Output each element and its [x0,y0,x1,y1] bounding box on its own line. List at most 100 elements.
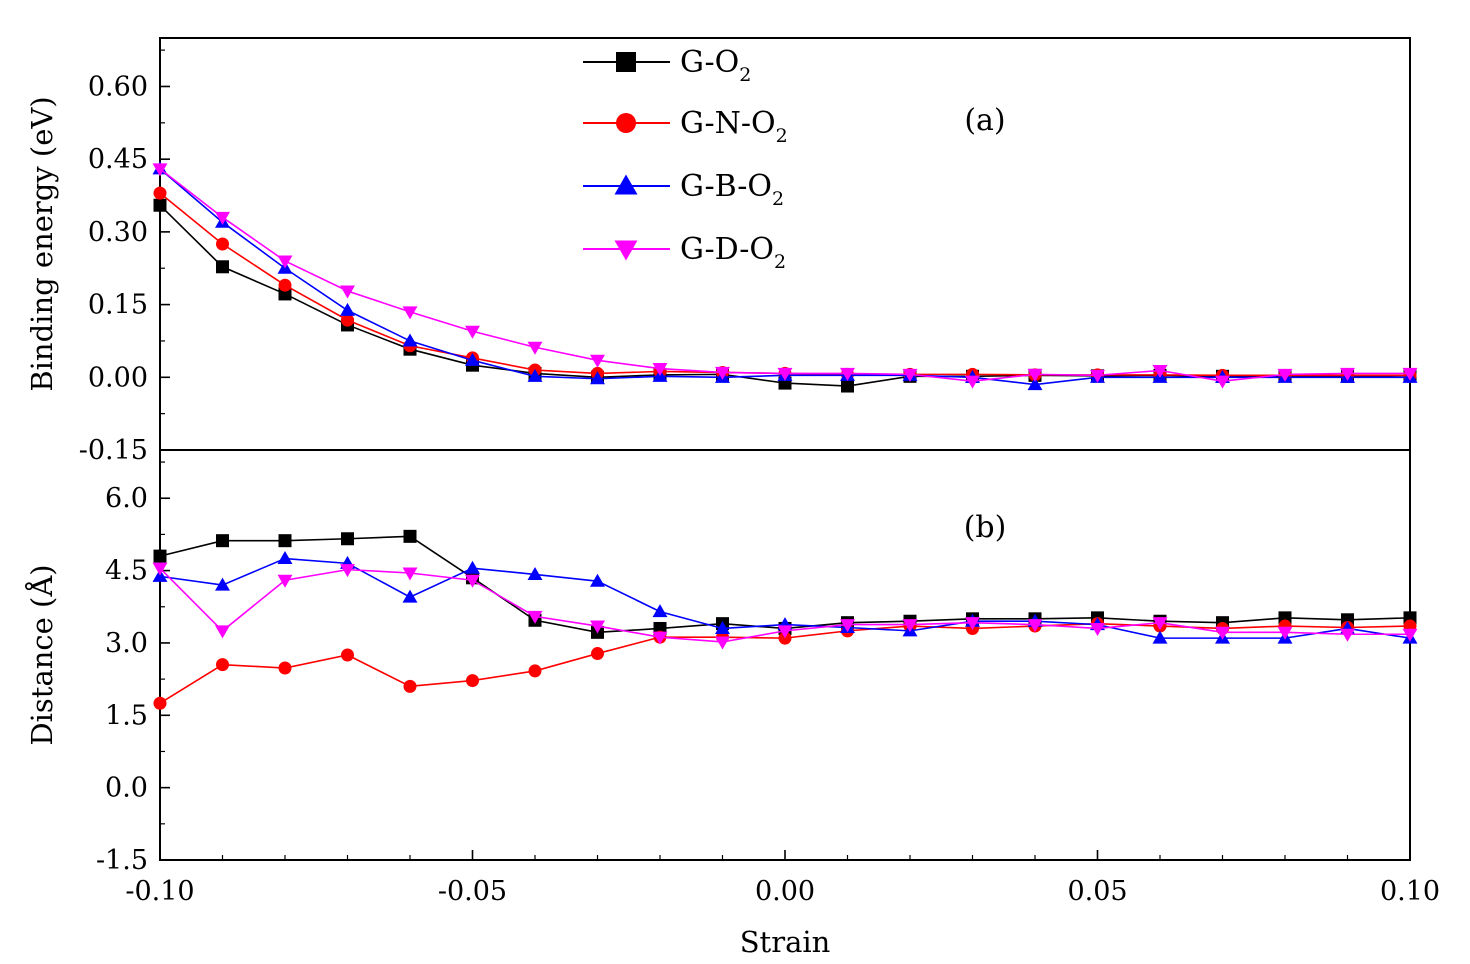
panel-a-point-g-d-o2-1 [215,211,230,225]
legend-item-g-n-o2: G-N-O2 [583,106,788,147]
panel-b-point-g-o2-0 [153,549,167,563]
panel-a-point-g-d-o2-20 [1402,367,1418,381]
panel-b-point-g-d-o2-11 [840,619,855,633]
legend-label-g-o2-base: G-O [680,45,739,80]
panel-b-point-g-o2-3 [341,532,354,546]
panel-b-ytick-label-3: 3.0 [105,628,148,659]
panel-a-point-g-d-o2-6 [527,341,543,355]
panel-b-point-g-d-o2-8 [652,631,668,645]
panel-b-point-g-n-o2-4 [403,679,417,693]
panel-a-point-g-d-o2-15 [1090,369,1105,383]
panel-b-series [152,529,1418,710]
panel-b-series-g-d-o2 [152,562,1418,650]
legend-marker-g-d-o2 [614,240,638,261]
panel-a-point-g-d-o2-4 [402,306,418,320]
panel-a-point-g-n-o2-2 [278,278,292,292]
panel-b-distance: -1.5 0.0 1.5 3.0 4.5 6.0 -0.10 -0.05 0.00 0.05 0.… [24,449,1440,959]
panel-b-point-g-d-o2-16 [1152,617,1168,631]
panel-b-point-g-o2-4 [403,529,417,543]
xtick-label-1: -0.05 [438,876,507,907]
panel-b-point-g-n-o2-6 [528,664,542,678]
legend-item-g-d-o2: G-D-O2 [583,232,786,273]
panel-a-point-g-o2-11 [841,379,854,393]
panel-a-ytick-label-4: 0.45 [88,144,148,175]
legend: G-O2 G-N-O2 G-B-O2 G-D-O2 [583,45,788,273]
panel-a-point-g-n-o2-0 [153,186,167,200]
panel-b-point-g-b-o2-2 [277,551,293,565]
panel-b-point-g-d-o2-7 [590,620,605,634]
legend-marker-shape-0 [616,52,636,72]
panel-b-y-axis-title: Distance (Å) [24,564,59,745]
legend-marker-g-o2 [616,52,636,72]
panel-b-point-g-o2-1 [216,534,229,548]
panel-b-point-g-n-o2-0 [153,696,167,710]
legend-label-g-d-o2-base: G-D-O [680,232,774,267]
panel-a-point-g-d-o2-5 [465,325,480,339]
panel-a-point-g-n-o2-1 [216,237,229,251]
panel-a-point-g-d-o2-2 [277,255,293,269]
legend-item-g-b-o2: G-B-O2 [583,169,784,210]
panel-a-point-g-d-o2-18 [1277,368,1293,382]
panel-b-point-g-b-o2-8 [652,604,668,618]
panel-b-point-g-d-o2-1 [215,625,230,639]
panel-b-point-g-d-o2-6 [527,610,543,624]
panel-a-point-g-o2-0 [153,198,167,212]
panel-b-point-g-d-o2-17 [1215,626,1230,640]
panel-b-label: (b) [964,510,1007,545]
panel-b-ytick-label-0: -1.5 [96,845,148,876]
panel-b-point-g-d-o2-14 [1027,619,1043,633]
panel-a-point-g-d-o2-19 [1340,367,1355,381]
panel-a-point-g-o2-1 [216,260,229,274]
panel-b-point-g-d-o2-12 [902,619,918,633]
panel-a-ytick-label-1: 0.00 [88,362,148,393]
panel-a-point-g-n-o2-3 [341,313,354,327]
panel-b-point-g-o2-2 [278,534,292,548]
panel-a-ytick-label-2: 0.15 [88,290,148,321]
panel-a-point-g-b-o2-6 [527,368,543,382]
panel-a-label: (a) [964,103,1005,138]
panel-a-point-g-d-o2-16 [1152,364,1168,378]
legend-label-g-b-o2: G-B-O2 [680,169,784,210]
panel-a-point-g-d-o2-10 [777,367,793,381]
panel-a-y-axis-title: Binding energy (eV) [25,96,59,391]
legend-label-g-b-o2-base: G-B-O [680,169,772,204]
panel-b-point-g-b-o2-1 [215,577,230,591]
legend-label-g-n-o2-base: G-N-O [680,106,776,141]
panel-a-ytick-label-0: -0.15 [79,435,148,466]
panel-a-point-g-d-o2-8 [652,363,668,377]
panel-b-point-g-d-o2-13 [965,617,980,631]
legend-label-g-d-o2-subscript: 2 [774,251,786,273]
panel-b-point-g-d-o2-15 [1090,622,1105,636]
panel-b-point-g-d-o2-4 [402,567,418,581]
panel-b-point-g-d-o2-5 [465,574,480,588]
x-axis-title: Strain [740,925,831,959]
panel-a-point-g-d-o2-9 [715,366,730,380]
panel-b-point-g-n-o2-3 [341,648,354,662]
panel-b-point-g-d-o2-2 [277,574,293,588]
panel-a-point-g-d-o2-7 [590,354,605,368]
panel-b-ytick-label-4: 4.5 [105,556,148,587]
legend-marker-shape-3 [614,240,638,261]
panel-b-y-ticks: -1.5 0.0 1.5 3.0 4.5 6.0 [96,461,170,876]
legend-label-g-d-o2: G-D-O2 [680,232,786,273]
panel-a-series-g-d-o2 [152,163,1418,389]
legend-item-g-o2: G-O2 [583,45,751,86]
panel-b-point-g-n-o2-5 [466,674,479,688]
panel-a-ytick-label-3: 0.30 [88,217,148,248]
panel-a-point-g-d-o2-12 [902,368,918,382]
panel-b-point-g-n-o2-2 [278,661,292,675]
panel-b-point-g-n-o2-1 [216,658,229,672]
legend-marker-g-n-o2 [616,113,636,133]
panel-b-point-g-d-o2-0 [152,562,168,576]
panel-b-point-g-d-o2-18 [1277,626,1293,640]
panel-b-ytick-label-2: 1.5 [105,700,148,731]
panel-b-point-g-d-o2-20 [1402,628,1418,642]
panel-b-ytick-label-1: 0.0 [105,773,148,804]
panel-a-point-g-d-o2-3 [340,285,355,299]
panel-a-point-g-b-o2-7 [590,371,605,385]
panel-b-point-g-d-o2-3 [340,564,355,578]
panel-a-point-g-b-o2-4 [402,333,418,347]
panel-a-y-ticks: -0.15 0.00 0.15 0.30 0.45 0.60 [79,49,170,466]
legend-marker-shape-1 [616,113,636,133]
